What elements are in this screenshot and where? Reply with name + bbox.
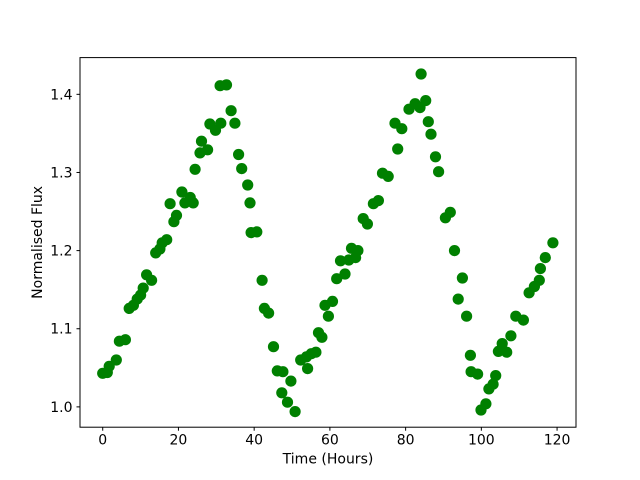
y-tick-label: 1.2 <box>50 244 72 260</box>
data-point <box>496 338 508 350</box>
y-tick-label: 1.4 <box>50 87 72 103</box>
data-point <box>396 123 408 135</box>
data-point <box>229 117 241 129</box>
data-point <box>137 282 149 294</box>
x-axis-label: Time (Hours) <box>282 452 374 468</box>
x-tick-label: 80 <box>397 433 415 449</box>
data-point <box>225 105 237 117</box>
data-point <box>322 310 334 322</box>
data-point <box>119 334 131 346</box>
data-point <box>420 95 432 107</box>
data-point <box>285 375 297 387</box>
data-point <box>505 330 517 342</box>
data-point <box>464 349 476 361</box>
data-point <box>433 166 445 178</box>
data-point <box>539 252 551 264</box>
data-point <box>448 245 461 257</box>
data-point <box>547 237 559 249</box>
data-point <box>461 310 473 322</box>
data-point <box>422 116 434 128</box>
x-tick-label: 60 <box>321 433 339 449</box>
data-point <box>480 398 492 410</box>
x-tick-label: 100 <box>468 433 495 449</box>
data-point <box>256 274 268 286</box>
data-point <box>415 68 427 80</box>
data-point <box>533 274 545 286</box>
data-point <box>372 195 384 207</box>
data-point <box>277 366 289 378</box>
data-point <box>490 370 502 382</box>
data-point <box>444 206 456 218</box>
data-point <box>289 406 301 418</box>
plot-background <box>80 57 576 428</box>
data-point <box>220 79 233 91</box>
data-point <box>501 346 513 358</box>
x-ticks: 0 20 40 60 80 100 120 <box>98 427 571 449</box>
data-point <box>176 186 188 198</box>
data-point <box>534 263 547 275</box>
data-point <box>189 163 201 175</box>
y-tick-label: 1.0 <box>50 400 72 416</box>
data-point <box>251 226 263 238</box>
data-point <box>456 272 468 284</box>
x-tick-label: 40 <box>245 433 263 449</box>
data-point <box>170 209 183 221</box>
data-point <box>382 170 394 182</box>
x-tick-label: 20 <box>170 433 188 449</box>
data-point <box>195 135 208 147</box>
data-point <box>452 293 464 305</box>
data-point <box>146 274 158 286</box>
data-point <box>263 307 275 319</box>
data-point <box>487 378 499 390</box>
data-point <box>334 255 347 267</box>
data-point <box>316 331 328 343</box>
data-point <box>429 151 442 163</box>
data-point <box>352 245 364 257</box>
data-point <box>276 387 288 399</box>
data-point <box>472 368 484 380</box>
plot-border <box>79 57 577 428</box>
data-point <box>242 179 254 191</box>
data-point <box>517 314 530 326</box>
x-tick-label: 0 <box>98 433 107 449</box>
data-point <box>310 346 322 358</box>
x-tick-label: 120 <box>544 433 571 449</box>
scatter-points <box>97 68 559 418</box>
data-point <box>267 341 280 353</box>
data-point <box>302 363 314 375</box>
y-axis-label: Normalised Flux <box>30 186 46 299</box>
data-point <box>202 144 214 156</box>
data-point <box>339 268 351 280</box>
data-point <box>233 148 245 161</box>
y-tick-label: 1.3 <box>50 165 72 181</box>
data-point <box>361 218 373 230</box>
data-point <box>326 295 339 307</box>
data-point <box>281 396 294 408</box>
data-point <box>392 143 404 155</box>
data-point <box>331 273 343 285</box>
data-point <box>187 197 199 209</box>
data-point <box>236 163 248 175</box>
data-point <box>164 198 176 210</box>
data-point <box>215 117 227 129</box>
data-point <box>161 234 173 246</box>
data-point <box>110 354 122 366</box>
y-ticks: 1.0 1.1 1.2 1.3 1.4 <box>50 87 80 416</box>
y-tick-label: 1.1 <box>50 322 72 338</box>
data-point <box>425 128 437 140</box>
data-point <box>244 197 256 209</box>
